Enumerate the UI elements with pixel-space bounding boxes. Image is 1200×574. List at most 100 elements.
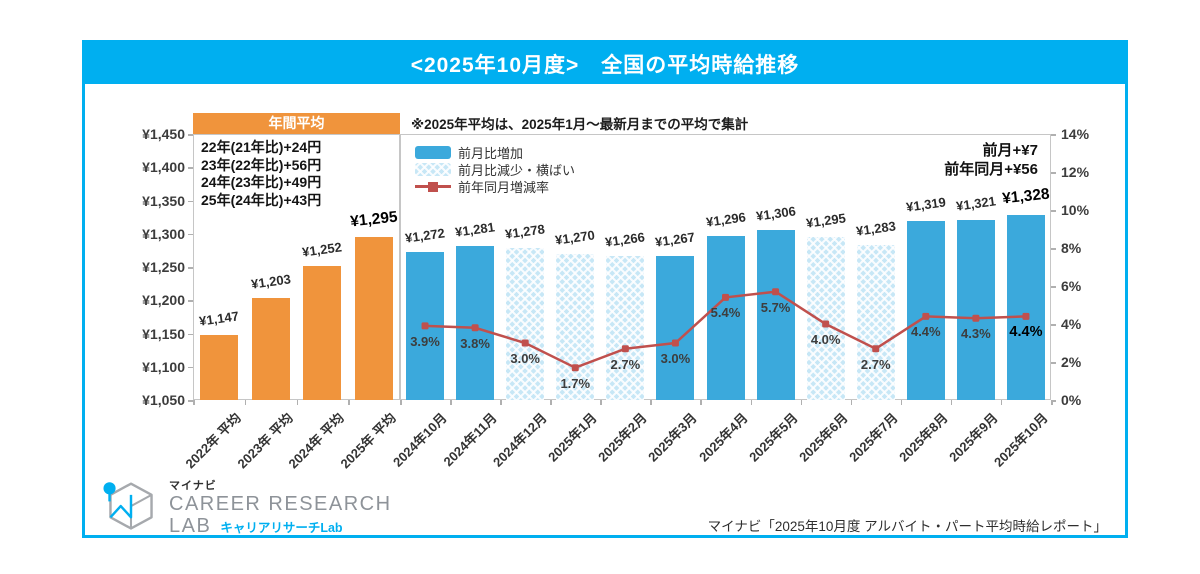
legend-label: 前年同月増減率 (458, 180, 550, 195)
legend-item-increase: 前月比増加 (415, 144, 575, 161)
annual-diff-line: 23年(22年比)+56円 (201, 156, 322, 173)
y-axis-label-pct: 10% (1061, 202, 1090, 218)
x-axis-tick (1000, 400, 1003, 405)
annual-diff-line: 24年(23年比)+49円 (201, 174, 322, 190)
yoy-point-marker (521, 339, 529, 347)
monthly-bar (706, 236, 745, 400)
y-axis-label-pct: 12% (1061, 164, 1090, 180)
legend-label: 前月比減少・横ばい (458, 163, 576, 178)
yoy-point-marker (872, 345, 880, 353)
y-axis-tick (188, 134, 193, 136)
x-axis-tick (700, 400, 702, 405)
summary-prev-month: 前月+¥7 (982, 142, 1038, 159)
y-axis-label-yen: ¥1,400 (142, 159, 185, 176)
monthly-bar (956, 219, 995, 400)
yoy-percent-label: 5.4% (710, 305, 741, 321)
y-axis-label-yen: ¥1,050 (142, 392, 185, 408)
brand-text: マイナビ CAREER RESEARCH LAB キャリアリサーチLab (169, 477, 392, 537)
yoy-point-marker (1022, 312, 1030, 320)
yoy-point-marker (972, 314, 980, 322)
monthly-bar (1006, 215, 1045, 400)
x-axis-tick (1051, 400, 1053, 405)
y-axis-label-yen: ¥1,150 (142, 325, 185, 342)
x-axis-tick (450, 400, 452, 405)
x-axis-tick (850, 400, 853, 405)
y-axis-tick (1051, 324, 1056, 326)
summary-figures: 前月+¥7 前年同月+¥56 (944, 141, 1038, 179)
annual-bar (303, 265, 342, 400)
monthly-bar (806, 237, 845, 400)
legend-label: 前月比増加 (458, 146, 524, 161)
yoy-point-marker (772, 288, 780, 296)
legend: 前月比増加 前月比減少・横ばい 前年同月増減率 (415, 144, 575, 195)
y-axis-tick (1051, 134, 1056, 136)
yoy-point-marker (571, 364, 579, 372)
y-axis-label-pct: 14% (1061, 126, 1090, 142)
y-axis-tick (188, 167, 193, 169)
career-research-lab-hexagon-icon (103, 482, 153, 530)
monthly-bar (656, 255, 695, 400)
y-axis-tick (1051, 286, 1056, 288)
yoy-line-chart (421, 288, 1030, 372)
y-axis-label-yen: ¥1,300 (142, 225, 185, 242)
annual-bar (251, 298, 290, 400)
x-axis-tick (193, 400, 195, 405)
summary-yoy: 前年同月+¥56 (944, 161, 1038, 178)
y-axis-tick (1051, 362, 1056, 364)
annual-diff-annotations: 22年(21年比)+24円 23年(22年比)+56円 24年(23年比)+49円 2… (201, 139, 321, 209)
legend-item-decrease: 前月比減少・横ばい (415, 161, 575, 178)
decrease-swatch-icon (415, 163, 451, 176)
yoy-percent-label: 5.7% (760, 299, 791, 315)
brand-mynavi: マイナビ (169, 480, 217, 492)
x-axis-tick (400, 400, 402, 405)
yoy-percent-label: 1.7% (560, 375, 591, 391)
x-axis-tick (750, 400, 753, 405)
y-axis-label-yen: ¥1,200 (142, 292, 185, 309)
y-axis-tick (188, 400, 193, 402)
yoy-percent-label: 4.3% (961, 326, 991, 342)
y-axis-label-pct: 8% (1061, 240, 1082, 256)
yoy-percent-label: 4.0% (810, 332, 841, 347)
y-axis-tick (1051, 400, 1056, 402)
yoy-point-marker (822, 320, 830, 328)
monthly-bar (856, 245, 895, 400)
yoy-point-marker (722, 293, 729, 301)
y-axis-tick (188, 267, 193, 269)
page-title: <2025年10月度> 全国の平均時給推移 (410, 53, 800, 77)
annual-average-header: 年間平均 (193, 113, 400, 134)
monthly-bar (606, 256, 645, 400)
x-axis-tick (296, 400, 298, 405)
monthly-bar (906, 221, 945, 400)
yoy-point-marker (922, 312, 930, 320)
x-axis-tick (900, 400, 903, 405)
monthly-bar (456, 246, 495, 400)
y-axis-tick (188, 200, 193, 202)
x-axis-tick (650, 400, 652, 405)
x-axis-tick (800, 400, 803, 405)
annual-plot-area (193, 134, 400, 400)
monthly-bar (556, 253, 595, 400)
yoy-percent-label: 4.4% (1009, 324, 1043, 341)
x-axis-tick (348, 400, 350, 405)
y-axis-tick (188, 300, 193, 302)
yoy-percent-label: 2.7% (860, 356, 891, 372)
brand-jp: キャリアリサーチLab (220, 521, 343, 535)
yoy-point-marker (421, 322, 429, 330)
y-axis-tick (188, 233, 193, 236)
x-axis-tick (600, 400, 602, 405)
y-axis-tick (188, 333, 193, 335)
y-axis-tick (1051, 172, 1056, 174)
report-frame: <2025年10月度> 全国の平均時給推移 ※2025年平均は、2025年1月～… (82, 40, 1128, 538)
yoy-percent-label: 3.9% (410, 333, 440, 349)
x-axis-tick (244, 400, 247, 405)
y-axis-label-yen: ¥1,450 (142, 126, 185, 142)
yoy-percent-label: 4.4% (910, 324, 941, 340)
brand-lab: LAB (169, 515, 212, 537)
y-axis-label-pct: 0% (1061, 392, 1082, 408)
y-axis-label-yen: ¥1,250 (142, 259, 185, 275)
annual-diff-line: 22年(21年比)+24円 (201, 139, 322, 155)
annual-diff-line: 25年(24年比)+43円 (201, 191, 322, 208)
x-axis-tick (500, 400, 502, 405)
calc-note: ※2025年平均は、2025年1月～最新月までの平均で集計 (411, 117, 749, 132)
